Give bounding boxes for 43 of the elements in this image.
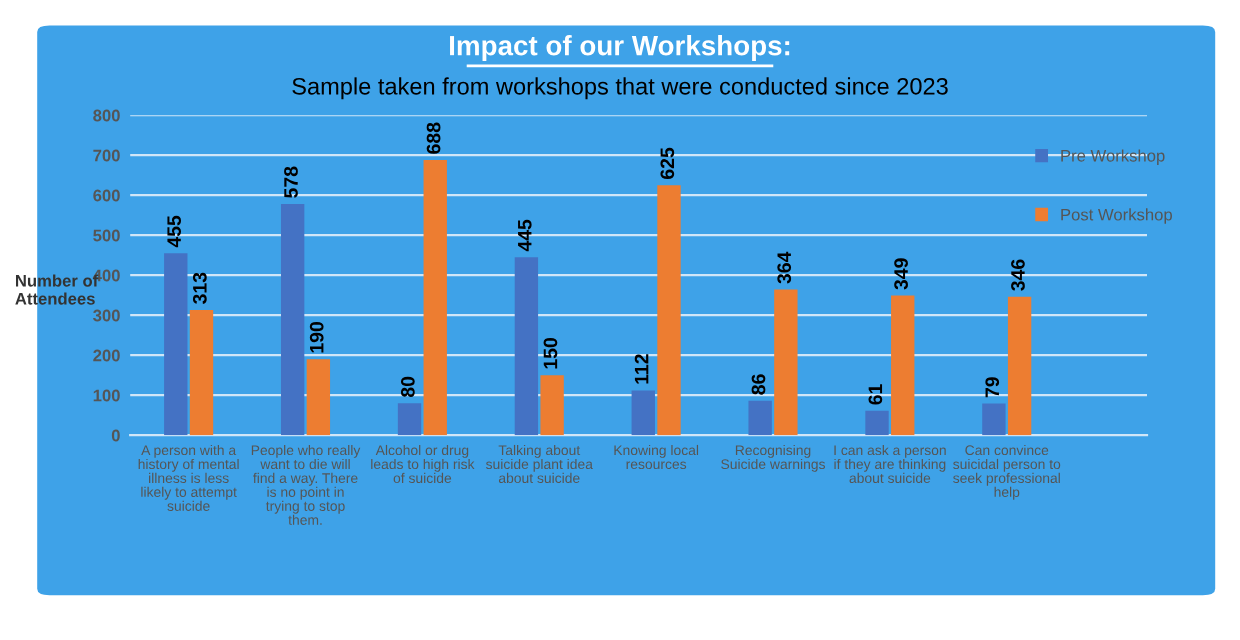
y-tick-label: 500 — [93, 229, 120, 242]
y-tick-label: 800 — [93, 109, 120, 122]
bar — [982, 403, 1006, 436]
bar — [423, 160, 447, 436]
bar — [1007, 296, 1032, 436]
data-label: 79 — [985, 377, 1000, 398]
data-label: 190 — [309, 322, 324, 353]
bar — [397, 403, 422, 436]
bar — [306, 359, 331, 436]
bar — [164, 253, 188, 436]
data-label: 346 — [1011, 259, 1025, 291]
data-label: 86 — [751, 374, 766, 395]
y-tick-label: 100 — [93, 389, 120, 402]
data-label: 455 — [167, 215, 181, 248]
legend-label: Post Workshop — [1061, 208, 1172, 224]
bar — [865, 410, 889, 436]
y-tick-label: 600 — [93, 189, 120, 202]
data-label: 445 — [518, 219, 532, 252]
bar — [514, 257, 539, 436]
bar — [540, 375, 564, 436]
y-tick-label: 200 — [93, 349, 120, 362]
data-label: 313 — [192, 272, 207, 304]
y-tick-label: 300 — [93, 309, 120, 322]
bar — [631, 390, 655, 436]
data-label: 578 — [284, 166, 298, 198]
data-label: 625 — [660, 147, 675, 179]
bar — [748, 400, 772, 436]
y-tick-label: 0 — [111, 429, 120, 442]
data-label: 364 — [777, 251, 792, 284]
data-label: 688 — [426, 122, 441, 154]
data-label: 61 — [868, 384, 883, 405]
bar — [774, 289, 798, 436]
bar — [657, 185, 681, 436]
y-tick-label: 700 — [93, 149, 120, 162]
data-label: 80 — [400, 376, 415, 398]
data-label: 112 — [634, 354, 649, 384]
bar — [189, 310, 214, 436]
bar — [280, 204, 305, 436]
data-label: 349 — [894, 258, 908, 290]
bar — [891, 295, 915, 436]
chart-title: Impact of our Workshops: — [450, 35, 790, 61]
data-label: 150 — [543, 338, 558, 369]
chart-subtitle: Sample taken from workshops that were conducted since 2023 — [292, 77, 948, 100]
